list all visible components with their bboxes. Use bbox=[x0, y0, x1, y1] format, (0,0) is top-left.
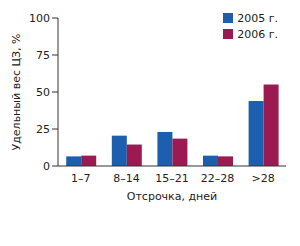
svg-text:1–7: 1–7 bbox=[71, 172, 91, 185]
html-text:2006 г.: 2006 г. bbox=[237, 28, 278, 41]
svg-text:8–14: 8–14 bbox=[113, 172, 140, 185]
svg-text:22–28: 22–28 bbox=[201, 172, 235, 185]
html-text:2005 г.: 2005 г. bbox=[237, 12, 278, 25]
svg-text:Отсрочка, дней: Отсрочка, дней bbox=[127, 190, 217, 203]
svg-text:75: 75 bbox=[36, 49, 50, 62]
svg-text:50: 50 bbox=[36, 86, 50, 99]
svg-text:15–21: 15–21 bbox=[155, 172, 189, 185]
svg-text:100: 100 bbox=[29, 12, 50, 25]
svg-text:25: 25 bbox=[36, 123, 50, 136]
svg-text:Удельный вес ЦЗ, %: Удельный вес ЦЗ, % bbox=[10, 34, 23, 151]
svg-text:>28: >28 bbox=[252, 172, 275, 185]
svg-text:0: 0 bbox=[43, 160, 50, 173]
